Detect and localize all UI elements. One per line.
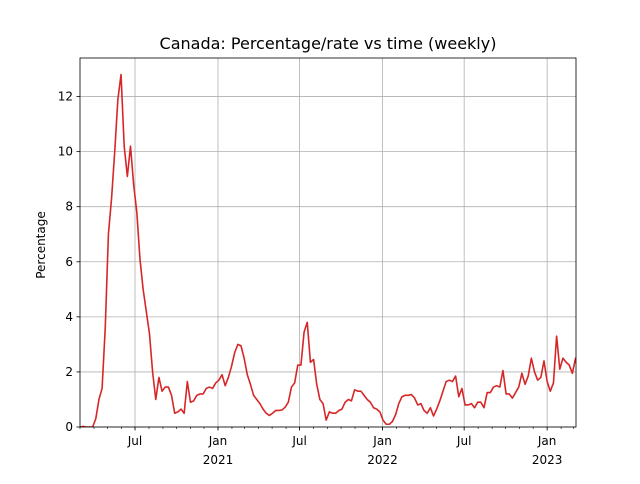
x-tick-year-label: 2022 <box>367 453 398 467</box>
x-tick-label: Jan <box>537 434 557 448</box>
y-tick-label: 0 <box>65 420 73 434</box>
grid <box>80 58 576 428</box>
y-tick-label: 8 <box>65 200 73 214</box>
x-tick-year-label: 2023 <box>532 453 563 467</box>
y-tick-label: 4 <box>65 310 73 324</box>
chart-title: Canada: Percentage/rate vs time (weekly) <box>160 34 497 53</box>
x-tick-year-label: 2021 <box>203 453 234 467</box>
y-axis-label: Percentage <box>34 211 48 279</box>
axes-frame <box>79 57 577 428</box>
x-tick-label: Jul <box>456 434 471 448</box>
series-line <box>80 73 576 427</box>
y-tick-label: 12 <box>58 90 73 104</box>
y-tick-label: 6 <box>65 255 73 269</box>
axes: 0 2 4 6 8 10 12 Jul Jan 2021 Jul Jan 2022 Jul Jan 2023 <box>58 57 577 467</box>
x-tick-label: Jan <box>372 434 392 448</box>
x-tick-label: Jul <box>127 434 142 448</box>
y-tick-label: 10 <box>58 145 73 159</box>
x-tick-label: Jan <box>208 434 228 448</box>
plot-area <box>80 73 576 427</box>
x-tick-label: Jul <box>291 434 306 448</box>
y-tick-label: 2 <box>65 365 73 379</box>
